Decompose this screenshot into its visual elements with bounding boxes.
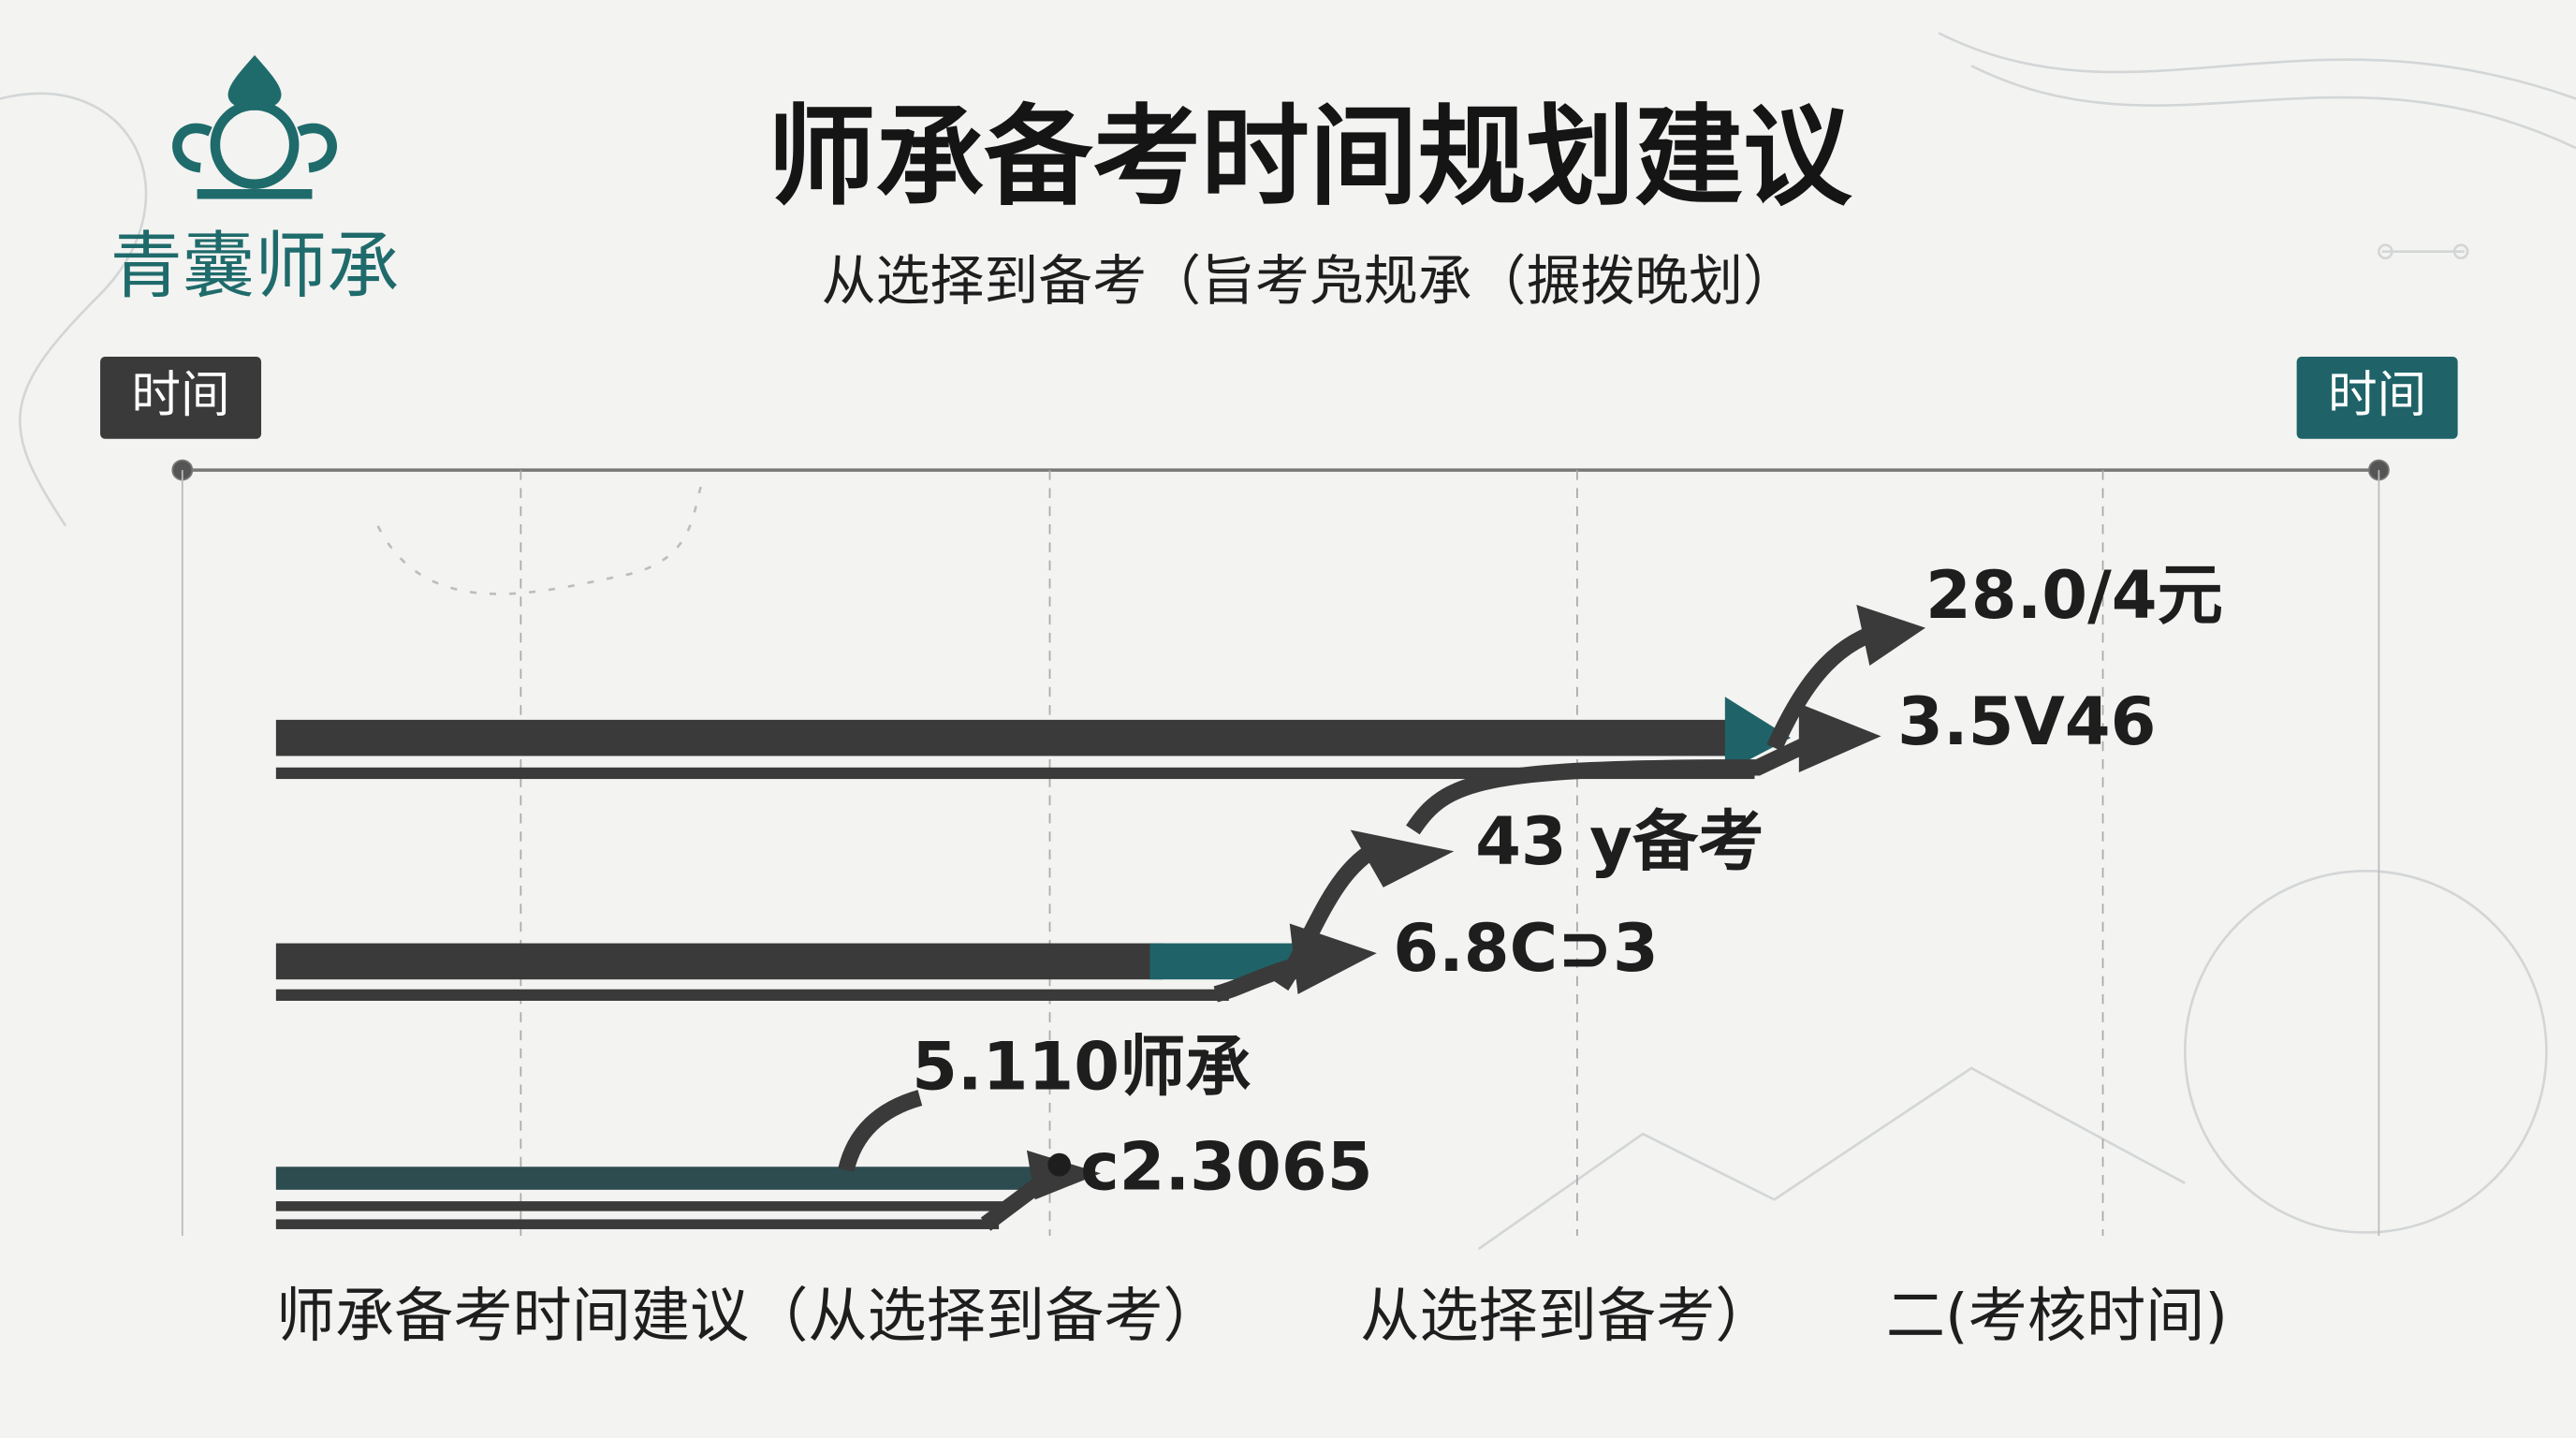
value-label: 43 y备考 [1475, 803, 1764, 880]
dot [2452, 243, 2469, 260]
value-label: 6.8C⊃3 [1393, 910, 1659, 987]
swirl [0, 92, 148, 527]
logo-wings [172, 123, 337, 173]
bar-line [275, 989, 1229, 1001]
bar [275, 1167, 1048, 1190]
bar-arrow [1724, 697, 1792, 773]
start-label: 时间 [131, 367, 229, 424]
value-label: 3.5V46 [1897, 683, 2156, 760]
arrowhead [1798, 703, 1881, 773]
logo-text: 青囊师承 [110, 225, 400, 309]
value-label: 5.110师承 [912, 1029, 1251, 1106]
start-badge [100, 357, 262, 439]
footer-label: 师承备考时间建议（从选择到备考） [276, 1281, 1222, 1350]
dotted-path [376, 476, 708, 595]
arrowhead [1289, 923, 1377, 994]
arrowhead [1350, 829, 1455, 888]
circle [2183, 870, 2548, 1234]
mountain [1477, 1066, 2186, 1251]
timeline-axis [171, 459, 2390, 1236]
logo-top [227, 54, 282, 110]
bar-line [275, 767, 1755, 780]
swirl [1970, 65, 2576, 150]
end-label: 时间 [2328, 367, 2426, 424]
end-badge [2296, 357, 2458, 439]
title: 师承备考时间规划建议 [768, 94, 1852, 220]
bar-line [275, 1219, 1000, 1229]
footer-label: 二(考核时间) [1886, 1281, 2228, 1350]
logo-icon [172, 54, 337, 199]
arrow-curve [1406, 728, 1827, 835]
bars [275, 697, 1792, 1229]
footer-label: 从选择到备考） [1360, 1281, 1774, 1350]
arrow-curve [838, 1090, 923, 1172]
arrowhead [1026, 1150, 1101, 1200]
bar [275, 943, 1164, 980]
arrowheads [1026, 605, 1925, 1200]
arrowhead [1856, 605, 1925, 666]
subtitle: 从选择到备考（旨考凫规承（搌拨晚划） [822, 249, 1797, 313]
bar-line [275, 1201, 1007, 1211]
logo-ring [210, 100, 300, 189]
swirl [1938, 32, 2576, 100]
value-label: •c2.3065 [1038, 1129, 1372, 1206]
dot [2378, 243, 2393, 260]
bar [275, 719, 1738, 756]
value-label: 28.0/4元 [1925, 557, 2223, 634]
background-decoration [0, 32, 2576, 1251]
